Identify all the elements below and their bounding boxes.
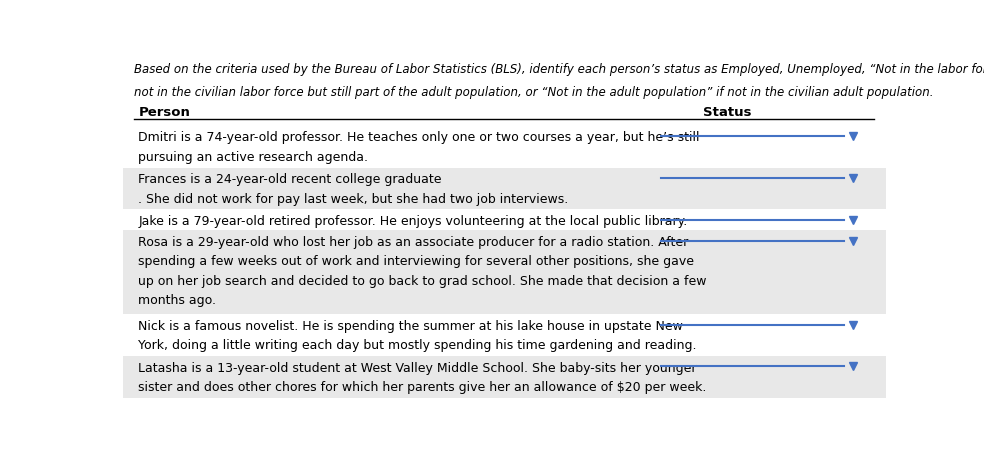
Text: not in the civilian labor force but still part of the adult population, or “Not : not in the civilian labor force but stil… — [135, 86, 934, 99]
Text: Frances is a 24-year-old recent college graduate
. She did not work for pay last: Frances is a 24-year-old recent college … — [138, 173, 569, 205]
Text: Rosa is a 29-year-old who lost her job as an associate producer for a radio stat: Rosa is a 29-year-old who lost her job a… — [138, 235, 707, 307]
Bar — [123, 356, 886, 398]
Text: Dmitri is a 74-year-old professor. He teaches only one or two courses a year, bu: Dmitri is a 74-year-old professor. He te… — [138, 131, 700, 163]
Text: Person: Person — [138, 106, 190, 118]
Text: Nick is a famous novelist. He is spending the summer at his lake house in upstat: Nick is a famous novelist. He is spendin… — [138, 319, 697, 351]
Text: Based on the criteria used by the Bureau of Labor Statistics (BLS), identify eac: Based on the criteria used by the Bureau… — [135, 63, 984, 76]
Text: Status: Status — [703, 106, 751, 118]
Bar — [123, 231, 886, 314]
Text: Latasha is a 13-year-old student at West Valley Middle School. She baby-sits her: Latasha is a 13-year-old student at West… — [138, 361, 707, 393]
Text: Jake is a 79-year-old retired professor. He enjoys volunteering at the local pub: Jake is a 79-year-old retired professor.… — [138, 214, 688, 228]
Bar — [123, 168, 886, 210]
